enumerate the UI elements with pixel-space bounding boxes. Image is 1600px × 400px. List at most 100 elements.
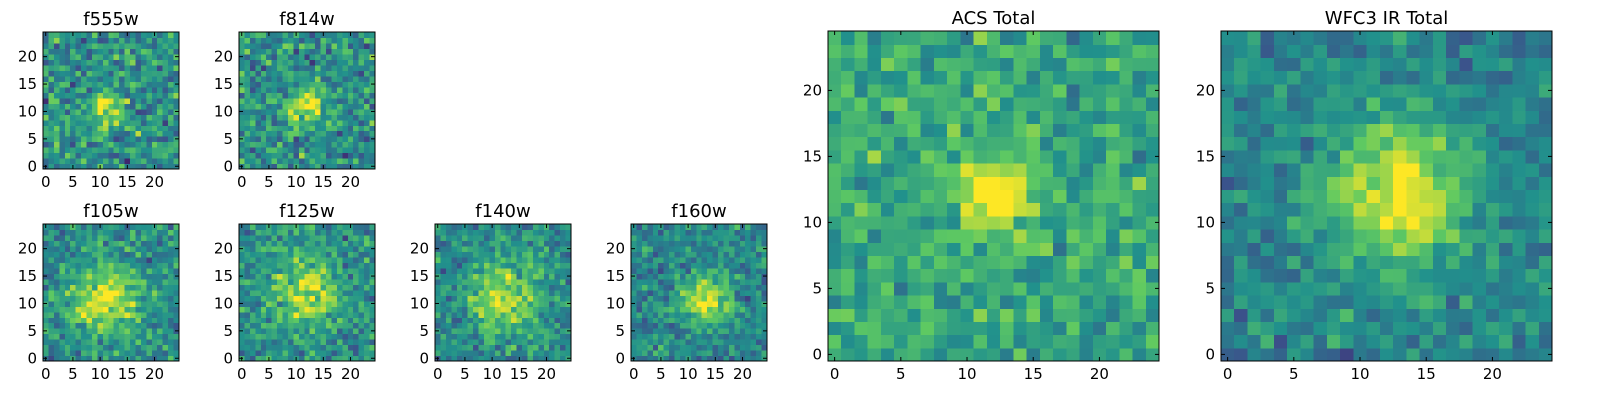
heatmap-cell — [113, 333, 120, 340]
heatmap-cell — [728, 278, 735, 285]
heatmap-cell — [750, 278, 757, 285]
heatmap-cell — [151, 75, 158, 82]
heatmap-cell — [239, 48, 246, 55]
heatmap-cell — [750, 256, 757, 263]
heatmap-cell — [304, 229, 311, 236]
heatmap-cell — [347, 311, 354, 318]
heatmap-cell — [679, 267, 686, 274]
heatmap-cell — [1273, 347, 1288, 362]
heatmap-cell — [43, 278, 50, 285]
heatmap-cell — [960, 215, 975, 230]
heatmap-cell — [347, 267, 354, 274]
heatmap-cell — [168, 311, 175, 318]
heatmap-cell — [277, 328, 284, 335]
heatmap-cell — [293, 97, 300, 104]
heatmap-cell — [353, 333, 360, 340]
heatmap-cell — [91, 163, 98, 170]
heatmap-cell — [489, 333, 496, 340]
heatmap-cell — [293, 119, 300, 126]
heatmap-cell — [907, 268, 922, 283]
heatmap-cell — [53, 251, 60, 258]
heatmap-cell — [745, 344, 752, 351]
heatmap-cell — [130, 81, 137, 88]
heatmap-cell — [358, 70, 365, 77]
heatmap-cell — [293, 300, 300, 307]
heatmap-cell — [48, 234, 55, 242]
heatmap-cell — [1106, 97, 1120, 111]
heatmap-cell — [750, 355, 757, 362]
heatmap-cell — [1287, 321, 1302, 336]
heatmap-cell — [1499, 215, 1513, 230]
heatmap-cell — [647, 284, 654, 291]
heatmap-cell — [135, 141, 142, 148]
heatmap-cell — [549, 240, 556, 247]
heatmap-cell — [140, 37, 147, 44]
heatmap-cell — [565, 278, 572, 285]
heatmap-cell — [260, 344, 267, 351]
heatmap-cell — [554, 344, 561, 351]
heatmap-cell — [364, 141, 371, 148]
heatmap-cell — [636, 234, 643, 242]
heatmap-cell — [933, 321, 948, 336]
heatmap-cell — [315, 273, 322, 280]
heatmap-cell — [483, 278, 490, 285]
heatmap-cells-f555w — [43, 32, 180, 170]
heatmap-cell — [266, 92, 273, 99]
heatmap-cell — [1406, 215, 1421, 230]
heatmap-cell — [146, 350, 153, 357]
heatmap-cell — [1026, 189, 1041, 204]
heatmap-cell — [336, 328, 343, 335]
heatmap-cell — [113, 48, 120, 55]
heatmap-cell — [483, 344, 490, 351]
heatmap-cell — [53, 37, 60, 44]
heatmap-cell — [282, 130, 289, 137]
heatmap-cell — [277, 355, 284, 362]
heatmap-cell — [43, 295, 50, 302]
heatmap-cell — [841, 57, 856, 72]
heatmap-cell — [841, 44, 856, 58]
heatmap-cell — [739, 289, 746, 296]
heatmap-cell — [277, 64, 284, 71]
heatmap-cell — [565, 229, 572, 236]
heatmap-cell — [1406, 321, 1421, 336]
heatmap-cell — [97, 344, 104, 351]
heatmap-cell — [679, 311, 686, 318]
heatmap-cell — [75, 311, 82, 318]
heatmap-cell — [728, 350, 735, 357]
heatmap-cell — [157, 81, 164, 88]
heatmap-cell — [1313, 334, 1328, 349]
heatmap-cell — [1039, 149, 1054, 164]
heatmap-cell — [674, 328, 681, 335]
heatmap-cell — [298, 53, 305, 60]
heatmap-cell — [1472, 281, 1487, 296]
heatmap-cell — [1273, 321, 1288, 336]
heatmap-cell — [309, 70, 316, 77]
heatmap-cell — [1446, 163, 1460, 177]
heatmap-cell — [298, 97, 305, 104]
heatmap-cell — [119, 256, 126, 263]
heatmap-cell — [1525, 308, 1540, 322]
heatmap-cell — [249, 75, 256, 82]
heatmap-cell — [1039, 321, 1054, 336]
heatmap-cell — [266, 103, 273, 110]
heatmap-cell — [440, 306, 447, 313]
heatmap-cell — [282, 289, 289, 296]
heatmap-cell — [342, 48, 349, 55]
heatmap-cell — [277, 136, 284, 143]
heatmap-cell — [260, 108, 267, 115]
heatmap-cell — [358, 229, 365, 236]
heatmap-cell — [326, 267, 333, 274]
heatmap-cell — [282, 262, 289, 269]
heatmap-cell — [293, 108, 300, 115]
heatmap-cell — [750, 295, 757, 302]
heatmap-cell — [1013, 189, 1028, 204]
heatmap-cell — [135, 355, 142, 362]
heatmap-cell — [140, 32, 147, 39]
heatmap-cell — [462, 344, 469, 351]
heatmap-cell — [130, 130, 137, 137]
heatmap-cell — [336, 339, 343, 346]
heatmap-cell — [1132, 215, 1147, 230]
heatmap-cell — [451, 317, 458, 324]
heatmap-cell — [364, 70, 371, 77]
heatmap-cell — [75, 273, 82, 280]
